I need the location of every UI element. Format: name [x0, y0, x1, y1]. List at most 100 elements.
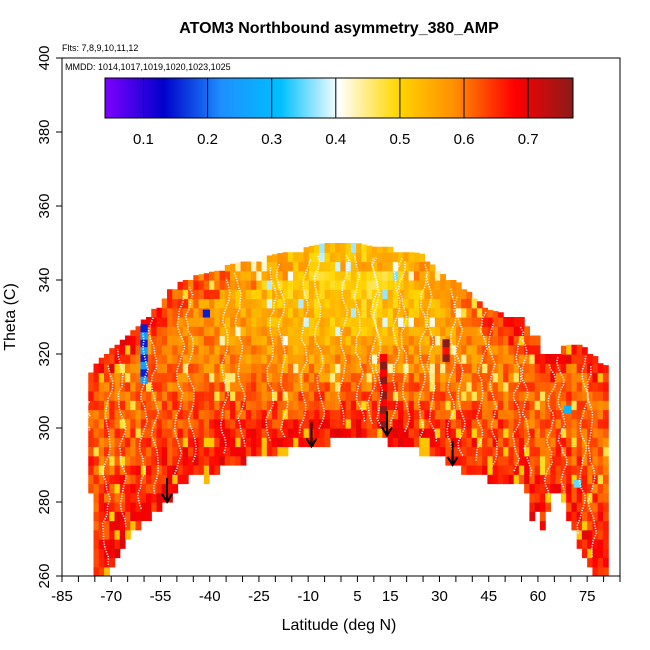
heatmap-cell [151, 446, 158, 457]
heatmap-cell [130, 483, 137, 494]
heatmap-cell [571, 409, 578, 420]
heatmap-cell [345, 372, 352, 383]
heatmap-cell [382, 317, 389, 327]
heatmap-cell [387, 261, 394, 272]
heatmap-cell [377, 280, 383, 290]
heatmap-cell [251, 344, 257, 355]
heatmap-cell [550, 381, 557, 392]
heatmap-cell [550, 372, 557, 383]
heatmap-cell [503, 326, 509, 337]
heatmap-cell [571, 363, 578, 374]
heatmap-cell [119, 418, 126, 429]
heatmap-cell [508, 400, 515, 411]
heatmap-cell [555, 446, 562, 457]
heatmap-feature-cell [380, 413, 388, 422]
heatmap-cell [492, 474, 499, 485]
heatmap-cell [88, 446, 95, 457]
heatmap-cell [193, 428, 200, 438]
heatmap-cell [350, 289, 357, 300]
heatmap-cell [188, 335, 194, 346]
heatmap-cell [366, 381, 373, 392]
heatmap-cell [266, 261, 273, 272]
heatmap-cell [398, 391, 404, 401]
heatmap-cell [424, 289, 431, 300]
heatmap-cell [298, 391, 305, 401]
heatmap-cell [361, 317, 368, 327]
heatmap-cell [366, 418, 373, 429]
heatmap-cell [529, 437, 536, 448]
heatmap-cell [193, 289, 200, 300]
y-tick-label: 280 [36, 489, 53, 514]
heatmap-cell [361, 381, 368, 392]
heatmap-cell [172, 335, 179, 346]
heatmap-cell [392, 372, 399, 383]
heatmap-cell [93, 381, 100, 392]
heatmap-cell [319, 307, 326, 318]
heatmap-cell [408, 354, 415, 364]
heatmap-cell [93, 548, 100, 559]
heatmap-cell [492, 391, 499, 401]
heatmap-cell [314, 280, 320, 290]
heatmap-cell [161, 354, 168, 364]
heatmap-cell [188, 446, 194, 457]
heatmap-cell [261, 326, 268, 337]
heatmap-cell [314, 298, 320, 309]
heatmap-cell [424, 298, 431, 309]
heatmap-cell [235, 262, 242, 272]
heatmap-cell [356, 363, 362, 374]
heatmap-cell [356, 243, 362, 253]
heatmap-cell [298, 307, 305, 318]
heatmap-cell [482, 437, 488, 448]
heatmap-cell [461, 317, 467, 327]
heatmap-cell [560, 428, 567, 438]
heatmap-cell [413, 354, 420, 364]
heatmap-cell [377, 372, 383, 383]
heatmap-cell [461, 298, 467, 309]
heatmap-cell [587, 557, 594, 568]
heatmap-cell [140, 428, 147, 438]
heatmap-cell [93, 529, 100, 540]
heatmap-cell [550, 483, 557, 494]
heatmap-cell [440, 280, 446, 290]
heatmap-cell [466, 307, 473, 318]
heatmap-cell [245, 335, 252, 346]
heatmap-cell [513, 381, 520, 392]
heatmap-cell [429, 270, 436, 281]
heatmap-cell [497, 354, 504, 364]
heatmap-cell [450, 280, 457, 290]
heatmap-cell [545, 363, 552, 374]
heatmap-cell [182, 391, 189, 401]
heatmap-cell [193, 400, 200, 411]
heatmap-cell [366, 270, 373, 281]
heatmap-cell [356, 298, 362, 309]
heatmap-cell [308, 298, 315, 309]
heatmap-cell [466, 298, 473, 309]
flight-trace [425, 276, 438, 442]
heatmap-cell [345, 252, 352, 263]
heatmap-cell [513, 326, 520, 337]
heatmap-cell [335, 400, 341, 411]
heatmap-cell [398, 307, 404, 318]
heatmap-cell [224, 409, 231, 420]
heatmap-cell [434, 428, 441, 438]
heatmap-cell [539, 502, 546, 512]
heatmap-cell [198, 307, 205, 318]
heatmap-cell [576, 446, 583, 457]
heatmap-cell [256, 409, 263, 420]
heatmap-cell [566, 465, 573, 475]
heatmap-cell [529, 418, 536, 429]
heatmap-cell [261, 437, 268, 448]
heatmap-cell [161, 372, 168, 383]
heatmap-cell [277, 261, 284, 272]
heatmap-cell [592, 381, 599, 392]
heatmap-cell [581, 446, 588, 457]
heatmap-cell [392, 298, 399, 309]
heatmap-cell [518, 317, 525, 327]
heatmap-cell [445, 317, 452, 327]
heatmap-cell [566, 400, 573, 411]
heatmap-cell [266, 317, 273, 327]
heatmap-cell [308, 409, 315, 420]
heatmap-cell [476, 372, 483, 383]
heatmap-cell [581, 502, 588, 512]
heatmap-cell [350, 400, 357, 411]
